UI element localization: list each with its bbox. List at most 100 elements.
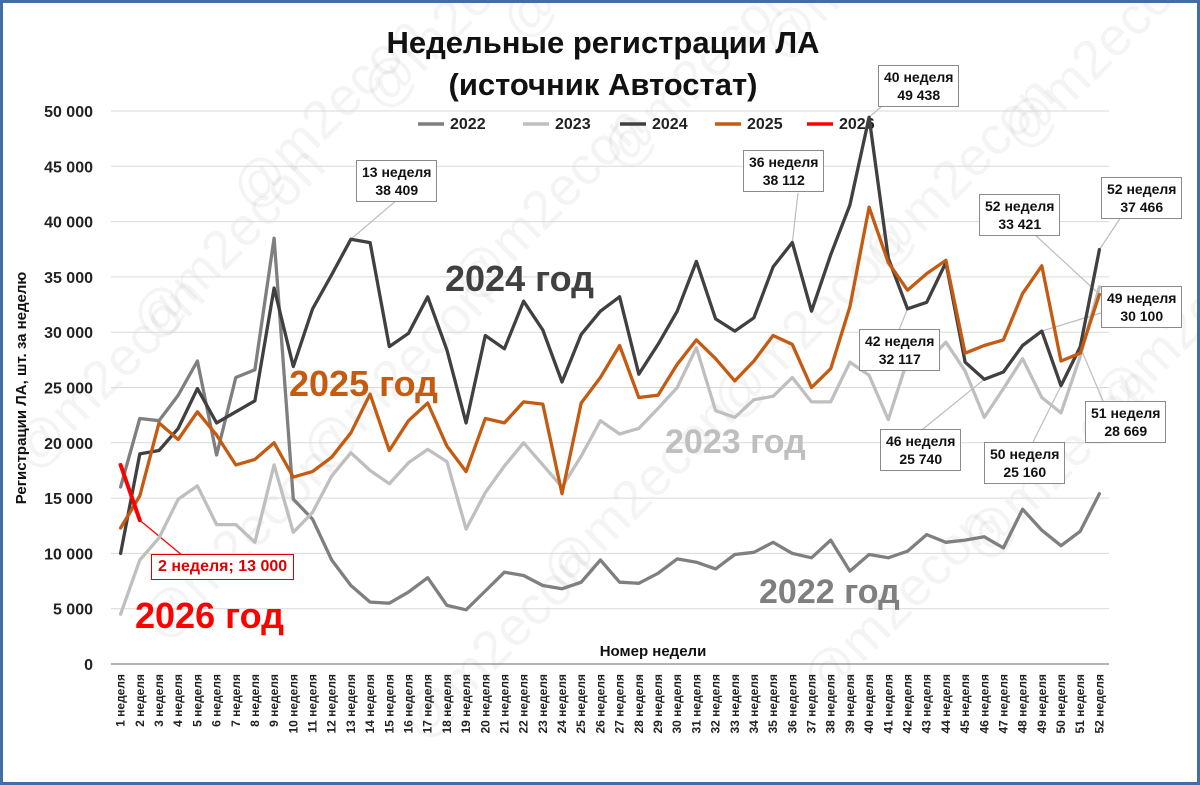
annotation-leader-line bbox=[1098, 216, 1122, 250]
x-tick-label: 51 неделя bbox=[1073, 674, 1087, 734]
chart-subtitle: (источник Автостат) bbox=[448, 67, 758, 102]
x-tick-label: 18 неделя bbox=[440, 674, 454, 734]
x-tick-label: 7 неделя bbox=[229, 674, 243, 727]
series-line-2024 bbox=[118, 115, 1102, 556]
x-tick-label: 50 неделя bbox=[1054, 674, 1068, 734]
x-tick-label: 2 неделя bbox=[133, 674, 147, 727]
annotation-2026-week2: 2 неделя; 13 000 bbox=[151, 554, 295, 580]
legend-label-2024: 2024 bbox=[652, 116, 688, 133]
annotation-leader-line bbox=[868, 106, 882, 118]
label-2024-god: 2024 год bbox=[445, 258, 594, 299]
x-tick-label: 13 неделя bbox=[344, 674, 358, 734]
x-tick-label: 3 неделя bbox=[152, 674, 166, 727]
x-tick-label: 4 неделя bbox=[171, 674, 185, 727]
x-tick-label: 19 неделя bbox=[459, 674, 473, 734]
annotation-w49: 49 неделя 30 100 bbox=[1101, 286, 1183, 328]
y-axis-label: Регистрации ЛА, шт. за неделю bbox=[13, 272, 30, 505]
x-tick-label: 14 неделя bbox=[363, 674, 377, 734]
annotation-w42: 42 неделя 32 117 bbox=[859, 329, 941, 371]
chart-title: Недельные регистрации ЛА bbox=[386, 25, 820, 60]
y-tick-label: 45 000 bbox=[44, 159, 93, 176]
x-tick-label: 5 неделя bbox=[190, 674, 204, 727]
x-tick-label: 52 неделя bbox=[1092, 674, 1106, 734]
line-chart: @m2econ@m2econ@m2econ@m2econ@m2econ@m2ec… bbox=[3, 3, 1197, 751]
x-tick-label: 31 неделя bbox=[689, 674, 703, 734]
annotation-leader-line bbox=[791, 192, 799, 243]
x-tick-label: 21 неделя bbox=[497, 674, 511, 734]
annotation-w36: 36 неделя 38 112 bbox=[743, 150, 825, 192]
series-line-2022 bbox=[118, 236, 1102, 612]
y-tick-label: 30 000 bbox=[44, 325, 93, 342]
x-tick-label: 40 неделя bbox=[862, 674, 876, 734]
x-tick-label: 43 неделя bbox=[920, 674, 934, 734]
x-tick-label: 35 неделя bbox=[766, 674, 780, 734]
legend-label-2023: 2023 bbox=[555, 116, 591, 133]
y-tick-label: 35 000 bbox=[44, 270, 93, 287]
x-tick-label: 39 неделя bbox=[843, 674, 857, 734]
x-tick-label: 45 неделя bbox=[958, 674, 972, 734]
y-tick-label: 0 bbox=[84, 657, 93, 674]
series-line-2026 bbox=[118, 462, 142, 523]
x-tick-label: 20 неделя bbox=[478, 674, 492, 734]
x-tick-label: 17 неделя bbox=[421, 674, 435, 734]
x-tick-label: 1 неделя bbox=[114, 674, 128, 727]
x-tick-label: 16 неделя bbox=[401, 674, 415, 734]
x-tick-label: 23 неделя bbox=[536, 674, 550, 734]
annotation-w46: 46 неделя 25 740 bbox=[880, 429, 962, 471]
x-tick-label: 8 неделя bbox=[248, 674, 262, 727]
x-tick-label: 32 неделя bbox=[709, 674, 723, 734]
label-2026-god: 2026 год bbox=[135, 595, 284, 636]
label-2025-god: 2025 год bbox=[289, 363, 438, 404]
x-tick-label: 36 неделя bbox=[785, 674, 799, 734]
annotation-w50: 50 неделя 25 160 bbox=[984, 442, 1066, 484]
annotation-leader-line bbox=[898, 308, 909, 331]
annotation-w52-2025: 52 неделя 33 421 bbox=[979, 194, 1061, 236]
y-tick-label: 25 000 bbox=[44, 381, 93, 398]
annotation-w52-2024: 52 неделя 37 466 bbox=[1101, 177, 1183, 219]
label-2023-god: 2023 год bbox=[665, 423, 806, 461]
x-tick-label: 42 неделя bbox=[900, 674, 914, 734]
x-tick-label: 48 неделя bbox=[1016, 674, 1030, 734]
annotation-leader-line bbox=[1032, 232, 1100, 295]
annotation-w13: 13 неделя 38 409 bbox=[356, 160, 438, 202]
x-tick-label: 44 неделя bbox=[939, 674, 953, 734]
annotation-leader-line bbox=[922, 378, 985, 430]
y-tick-label: 50 000 bbox=[44, 104, 93, 121]
annotation-leader-line bbox=[350, 198, 399, 240]
x-tick-label: 41 неделя bbox=[881, 674, 895, 734]
y-tick-label: 10 000 bbox=[44, 546, 93, 563]
x-tick-label: 27 неделя bbox=[613, 674, 627, 734]
legend-label-2022: 2022 bbox=[450, 116, 486, 133]
x-tick-label: 28 неделя bbox=[632, 674, 646, 734]
x-tick-label: 6 неделя bbox=[210, 674, 224, 727]
x-tick-label: 9 неделя bbox=[267, 674, 281, 727]
x-tick-label: 25 неделя bbox=[574, 674, 588, 734]
annotation-w40: 40 неделя 49 438 bbox=[878, 65, 960, 107]
x-tick-label: 12 неделя bbox=[325, 674, 339, 734]
annotation-leader-line bbox=[1032, 385, 1062, 443]
annotation-leader-line bbox=[1079, 346, 1104, 402]
x-tick-label: 26 неделя bbox=[593, 674, 607, 734]
x-tick-label: 29 неделя bbox=[651, 674, 665, 734]
x-tick-label: 33 неделя bbox=[728, 674, 742, 734]
series-line-2025 bbox=[118, 205, 1102, 530]
x-tick-label: 38 неделя bbox=[824, 674, 838, 734]
x-tick-label: 15 неделя bbox=[382, 674, 396, 734]
x-tick-label: 10 неделя bbox=[286, 674, 300, 734]
x-tick-label: 49 неделя bbox=[1035, 674, 1049, 734]
x-tick-label: 30 неделя bbox=[670, 674, 684, 734]
y-tick-label: 40 000 bbox=[44, 215, 93, 232]
label-2022-god: 2022 год bbox=[759, 573, 900, 611]
x-tick-label: 24 неделя bbox=[555, 674, 569, 734]
x-tick-label: 46 неделя bbox=[977, 674, 991, 734]
x-axis-label: Номер недели bbox=[600, 643, 707, 660]
x-tick-label: 47 неделя bbox=[996, 674, 1010, 734]
x-tick-label: 11 неделя bbox=[306, 674, 320, 733]
y-tick-label: 5 000 bbox=[53, 602, 93, 619]
y-tick-label: 20 000 bbox=[44, 436, 93, 453]
legend-label-2025: 2025 bbox=[747, 116, 783, 133]
x-tick-label: 34 неделя bbox=[747, 674, 761, 734]
annotation-w51: 51 неделя 28 669 bbox=[1085, 401, 1167, 443]
x-tick-label: 22 неделя bbox=[517, 674, 531, 734]
